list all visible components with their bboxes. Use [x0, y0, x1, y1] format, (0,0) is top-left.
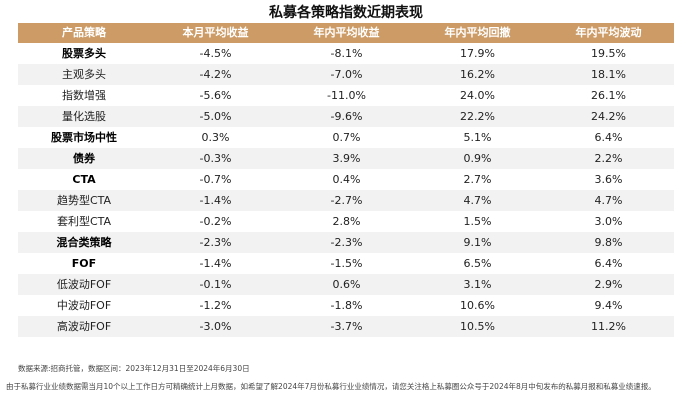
- ytd-return-cell: -1.5%: [330, 257, 363, 270]
- month-return-cell: -3.0%: [150, 316, 281, 337]
- ytd-drawdown-cell: 10.6%: [460, 299, 495, 312]
- strategy-name-cell: 低波动FOF: [18, 274, 150, 295]
- ytd-drawdown-cell: 3.1%: [412, 274, 543, 295]
- table-row: 量化选股 -5.0% -9.6% 22.2% 24.2%: [18, 106, 674, 127]
- month-return-cell: -4.2%: [150, 64, 281, 85]
- ytd-volatility-cell: 19.5%: [591, 47, 626, 60]
- ytd-drawdown-cell: 6.5%: [463, 257, 492, 270]
- ytd-return-cell: -8.1%: [330, 47, 363, 60]
- ytd-drawdown-cell: 0.9%: [412, 148, 543, 169]
- strategy-name-cell: 股票市场中性: [51, 131, 117, 144]
- ytd-volatility-cell: 24.2%: [543, 106, 674, 127]
- table-row: 高波动FOF -3.0% -3.7% 10.5% 11.2%: [18, 316, 674, 337]
- ytd-volatility-cell: 2.9%: [543, 274, 674, 295]
- ytd-return-cell: 3.9%: [281, 148, 412, 169]
- header-month-return: 本月平均收益: [150, 23, 281, 43]
- ytd-drawdown-cell: 9.1%: [412, 232, 543, 253]
- strategy-name-cell: 股票多头: [62, 47, 106, 60]
- table-header-row: 产品策略 本月平均收益 年内平均收益 年内平均回撤 年内平均波动: [18, 23, 674, 43]
- ytd-drawdown-cell: 16.2%: [412, 64, 543, 85]
- strategy-name-cell: FOF: [71, 257, 97, 270]
- ytd-volatility-cell: 6.4%: [594, 131, 623, 144]
- ytd-volatility-cell: 9.4%: [594, 299, 623, 312]
- ytd-drawdown-cell: 22.2%: [412, 106, 543, 127]
- strategy-name-cell: 债券: [18, 148, 150, 169]
- ytd-volatility-cell: 18.1%: [543, 64, 674, 85]
- ytd-return-cell: 0.4%: [332, 173, 361, 186]
- ytd-drawdown-cell: 10.5%: [412, 316, 543, 337]
- ytd-volatility-cell: 6.4%: [594, 257, 623, 270]
- ytd-volatility-cell: 3.6%: [594, 173, 623, 186]
- month-return-cell: -4.5%: [199, 47, 232, 60]
- table-row: 指数增强 -5.6% -11.0% 24.0% 26.1%: [18, 85, 674, 106]
- header-strategy: 产品策略: [18, 23, 150, 43]
- ytd-return-cell: 2.8%: [332, 215, 361, 228]
- strategy-name-cell: 量化选股: [18, 106, 150, 127]
- table-row: 混合类策略 -2.3% -2.3% 9.1% 9.8%: [18, 232, 674, 253]
- month-return-cell: -5.0%: [150, 106, 281, 127]
- strategy-name-cell: CTA: [72, 173, 96, 186]
- table-row: 股票市场中性 0.3% 0.7% 5.1% 6.4%: [18, 127, 674, 148]
- ytd-return-cell: -7.0%: [281, 64, 412, 85]
- ytd-return-cell: -3.7%: [281, 316, 412, 337]
- ytd-volatility-cell: 26.1%: [591, 89, 626, 102]
- table-row: FOF -1.4% -1.5% 6.5% 6.4%: [18, 253, 674, 274]
- ytd-volatility-cell: 3.0%: [594, 215, 623, 228]
- strategy-name-cell: 混合类策略: [18, 232, 150, 253]
- month-return-cell: -1.4%: [150, 190, 281, 211]
- ytd-return-cell: -2.3%: [281, 232, 412, 253]
- ytd-drawdown-cell: 17.9%: [460, 47, 495, 60]
- month-return-cell: -0.2%: [199, 215, 232, 228]
- header-ytd-return: 年内平均收益: [281, 23, 412, 43]
- strategy-name-cell: 主观多头: [18, 64, 150, 85]
- ytd-return-cell: -9.6%: [281, 106, 412, 127]
- page-title: 私募各策略指数近期表现: [269, 5, 423, 21]
- month-return-cell: -0.1%: [150, 274, 281, 295]
- ytd-return-cell: 0.6%: [281, 274, 412, 295]
- ytd-return-cell: -1.8%: [330, 299, 363, 312]
- month-return-cell: -5.6%: [199, 89, 232, 102]
- strategy-name-cell: 套利型CTA: [56, 215, 112, 228]
- table-row: 债券 -0.3% 3.9% 0.9% 2.2%: [18, 148, 674, 169]
- ytd-volatility-cell: 4.7%: [543, 190, 674, 211]
- month-return-cell: -0.7%: [199, 173, 232, 186]
- table-row: 中波动FOF -1.2% -1.8% 10.6% 9.4%: [18, 295, 674, 316]
- ytd-drawdown-cell: 4.7%: [412, 190, 543, 211]
- ytd-return-cell: -2.7%: [281, 190, 412, 211]
- ytd-volatility-cell: 11.2%: [543, 316, 674, 337]
- table-row: 低波动FOF -0.1% 0.6% 3.1% 2.9%: [18, 274, 674, 295]
- strategy-performance-table: 产品策略 本月平均收益 年内平均收益 年内平均回撤 年内平均波动 股票多头 -4.…: [18, 23, 674, 337]
- month-return-cell: 0.3%: [201, 131, 230, 144]
- ytd-drawdown-cell: 2.7%: [463, 173, 492, 186]
- month-return-cell: -1.4%: [199, 257, 232, 270]
- strategy-name-cell: 指数增强: [62, 89, 106, 102]
- ytd-drawdown-cell: 24.0%: [460, 89, 495, 102]
- header-ytd-volatility: 年内平均波动: [543, 23, 674, 43]
- ytd-drawdown-cell: 1.5%: [463, 215, 492, 228]
- strategy-name-cell: 趋势型CTA: [18, 190, 150, 211]
- ytd-drawdown-cell: 5.1%: [463, 131, 492, 144]
- month-return-cell: -0.3%: [150, 148, 281, 169]
- table-row: CTA -0.7% 0.4% 2.7% 3.6%: [18, 169, 674, 190]
- ytd-volatility-cell: 9.8%: [543, 232, 674, 253]
- month-return-cell: -2.3%: [150, 232, 281, 253]
- table-row: 趋势型CTA -1.4% -2.7% 4.7% 4.7%: [18, 190, 674, 211]
- ytd-volatility-cell: 2.2%: [543, 148, 674, 169]
- strategy-name-cell: 高波动FOF: [18, 316, 150, 337]
- ytd-return-cell: -11.0%: [327, 89, 366, 102]
- header-ytd-drawdown: 年内平均回撤: [412, 23, 543, 43]
- footnote-note: 由于私募行业业绩数据需当月10个以上工作日方可精确统计上月数据，如希望了解202…: [6, 382, 656, 391]
- month-return-cell: -1.2%: [199, 299, 232, 312]
- table-row: 套利型CTA -0.2% 2.8% 1.5% 3.0%: [18, 211, 674, 232]
- table-row: 股票多头 -4.5% -8.1% 17.9% 19.5%: [18, 43, 674, 64]
- table-row: 主观多头 -4.2% -7.0% 16.2% 18.1%: [18, 64, 674, 85]
- footnote-source: 数据来源:招商托管，数据区间：2023年12月31日至2024年6月30日: [18, 364, 250, 373]
- strategy-name-cell: 中波动FOF: [56, 299, 112, 312]
- ytd-return-cell: 0.7%: [332, 131, 361, 144]
